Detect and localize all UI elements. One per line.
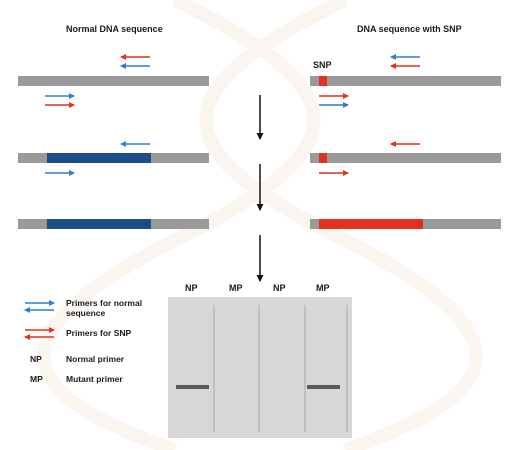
- snp-marker-1: [319, 76, 327, 86]
- legend-mp-abbr: MP: [30, 374, 43, 384]
- gel-lane-label-4: MP: [316, 283, 330, 293]
- gel-band-lane-1: [176, 385, 209, 389]
- dna-watermark: [36, 0, 484, 450]
- snp-strand-2: [310, 153, 501, 163]
- snp-product-3: [319, 219, 423, 229]
- snp-strand-1: [310, 76, 501, 86]
- gel-lane-label-1: NP: [185, 283, 198, 293]
- gel-bands: [176, 385, 340, 389]
- snp-marker-2: [319, 153, 327, 163]
- gel-band-lane-4: [307, 385, 340, 389]
- normal-strand-1: [18, 76, 209, 86]
- legend-snp-primers: Primers for SNP: [66, 328, 132, 338]
- gel-lane-label-2: MP: [229, 283, 243, 293]
- legend-np-abbr: NP: [30, 354, 42, 364]
- normal-product-3: [47, 219, 151, 229]
- gel: [168, 297, 352, 438]
- gel-lane-label-3: NP: [273, 283, 286, 293]
- normal-product-2: [47, 153, 151, 163]
- legend-mp-desc: Mutant primer: [66, 374, 123, 384]
- normal-sequence-heading: Normal DNA sequence: [66, 24, 163, 34]
- snp-sequence-heading: DNA sequence with SNP: [357, 24, 462, 34]
- legend-normal-primers: Primers for normal sequence: [66, 298, 143, 318]
- snp-label: SNP: [313, 60, 332, 70]
- legend-np-desc: Normal primer: [66, 354, 125, 364]
